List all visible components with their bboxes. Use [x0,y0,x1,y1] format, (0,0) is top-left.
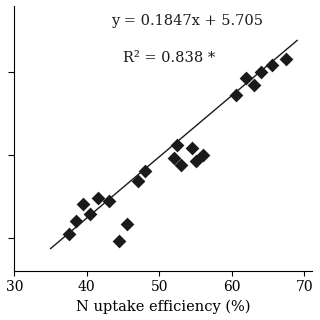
Point [142,169,148,174]
Point [284,56,289,61]
Point [193,159,198,164]
Text: y = 0.1847x + 5.705: y = 0.1847x + 5.705 [111,13,263,28]
Point [179,162,184,167]
X-axis label: N uptake efficiency (%): N uptake efficiency (%) [76,300,250,315]
Point [117,238,122,244]
Point [269,63,274,68]
Point [73,219,78,224]
Point [189,146,195,151]
Point [88,212,93,217]
Point [171,156,176,161]
Point [124,222,129,227]
Text: R² = 0.838 *: R² = 0.838 * [123,51,215,65]
Point [175,142,180,147]
Point [251,83,256,88]
Point [95,195,100,200]
Point [233,92,238,98]
Point [258,69,263,75]
Point [135,179,140,184]
Point [106,199,111,204]
Point [81,202,86,207]
Point [200,152,205,157]
Point [66,232,71,237]
Point [244,76,249,81]
